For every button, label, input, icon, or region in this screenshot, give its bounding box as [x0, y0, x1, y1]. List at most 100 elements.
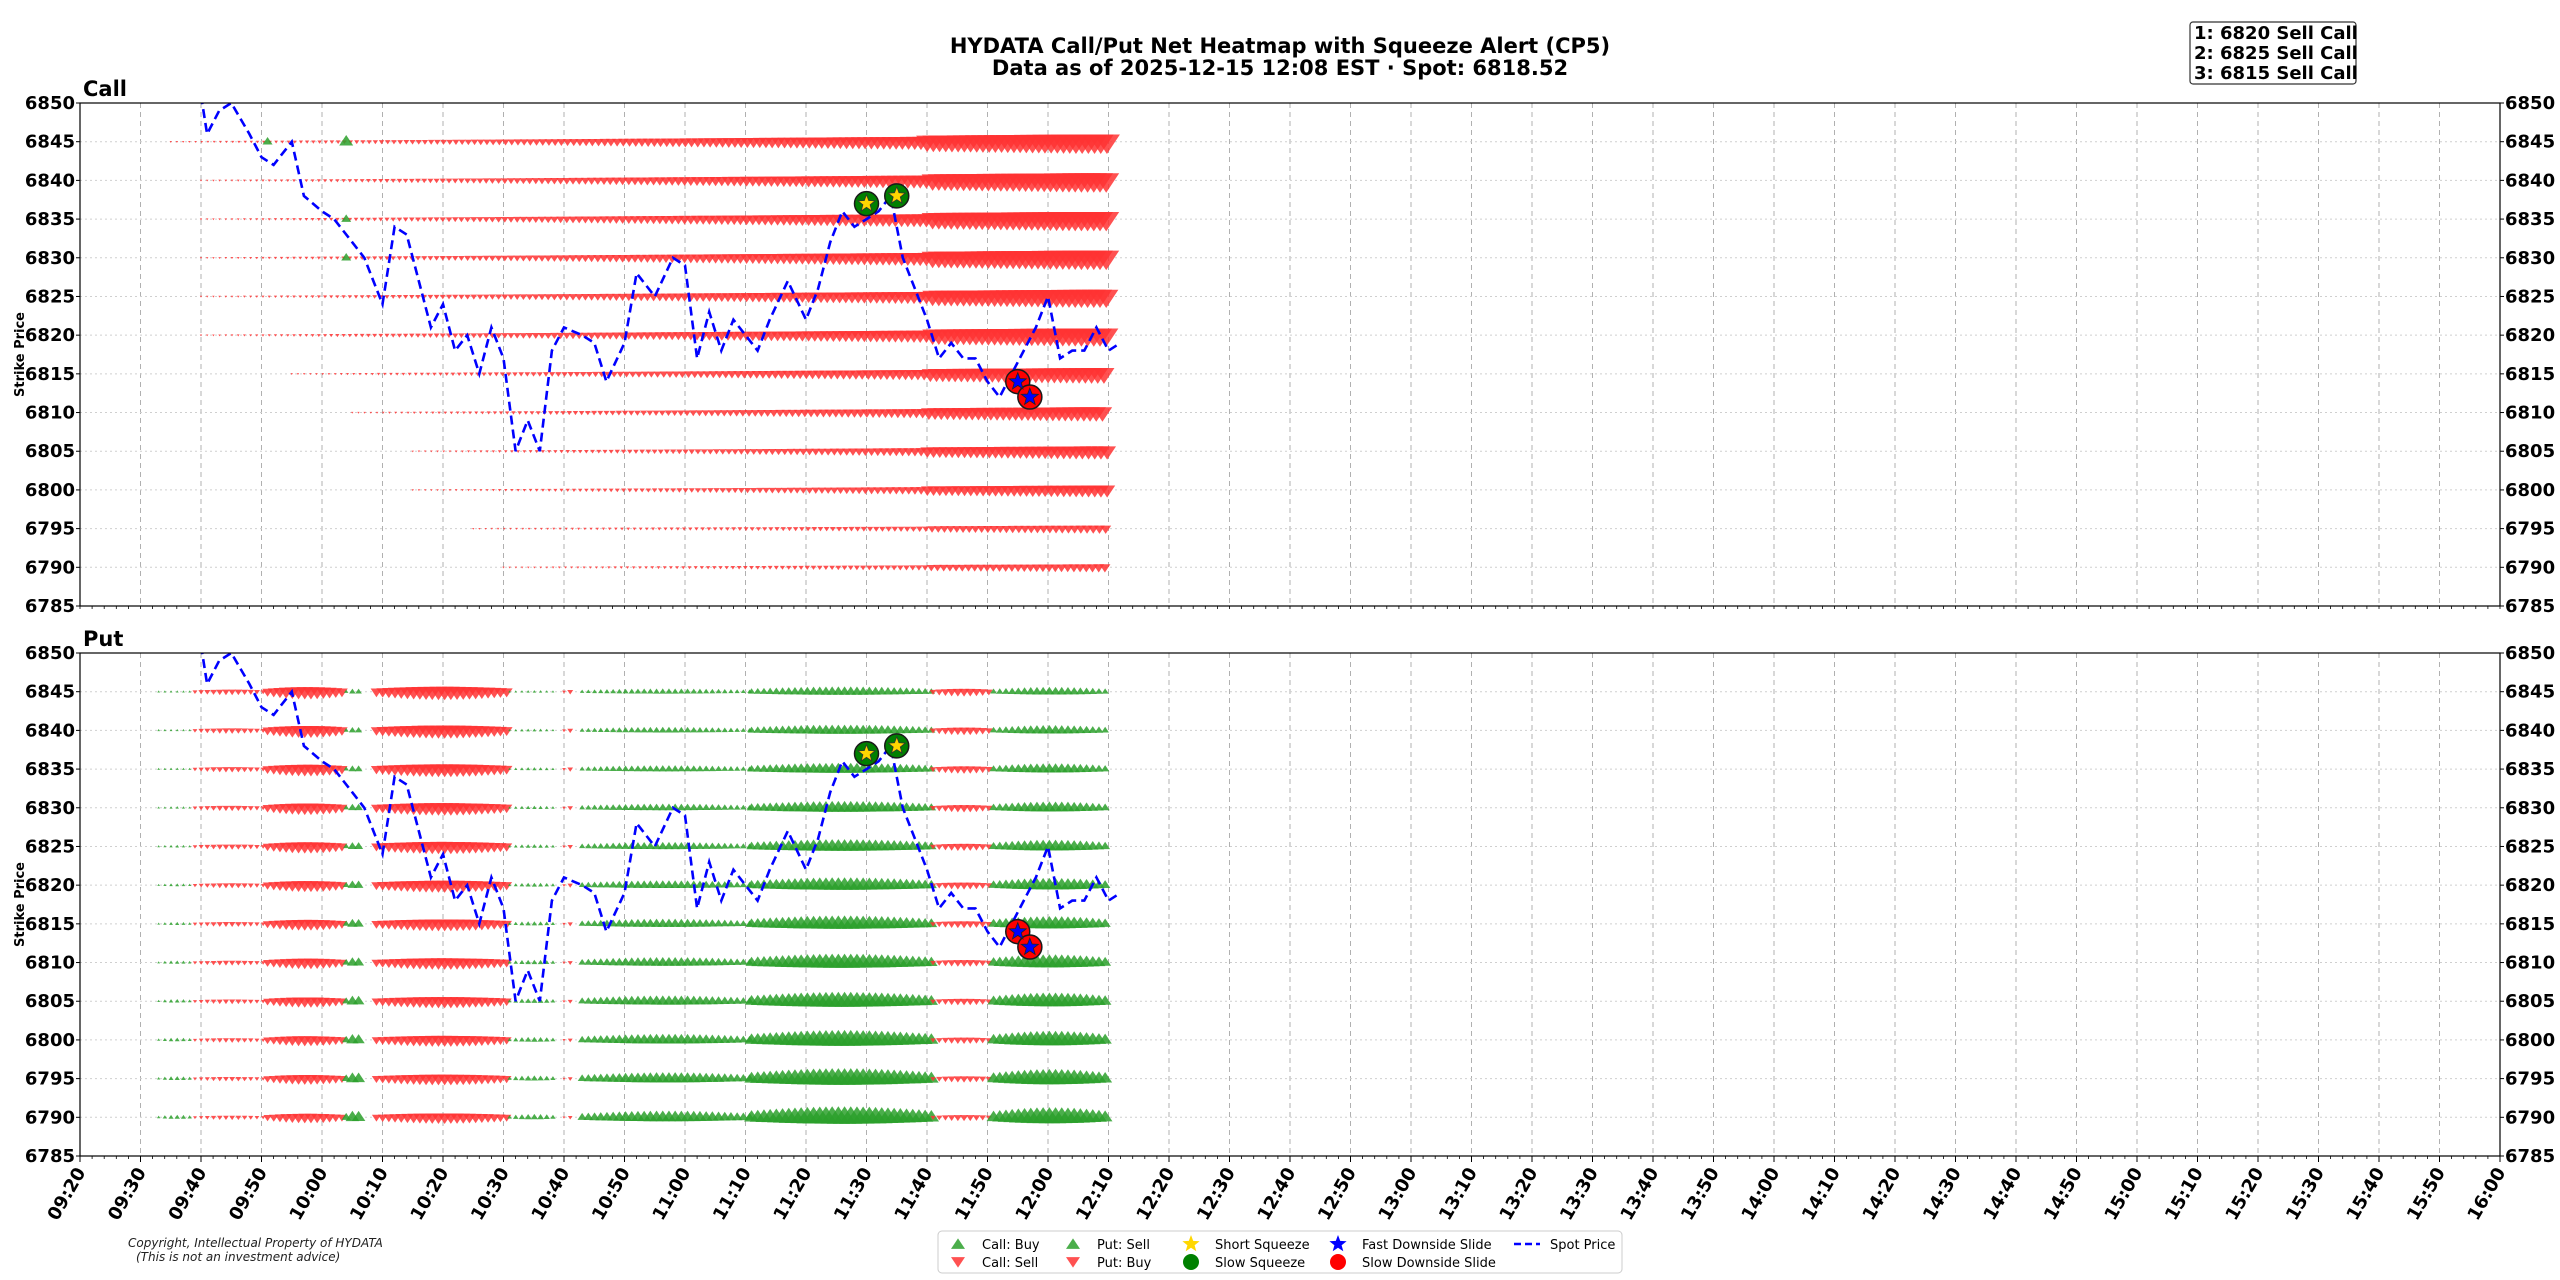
call-sell-marker — [212, 218, 215, 221]
call-sell-marker — [309, 373, 312, 376]
put-buy-marker — [210, 999, 217, 1004]
call-sell-marker — [273, 256, 278, 260]
call-sell-marker — [255, 256, 259, 260]
call-sell-marker — [242, 295, 246, 298]
put-sell-marker — [726, 881, 735, 888]
put-sell-marker — [354, 765, 363, 772]
put-buy-marker — [228, 883, 236, 889]
call-sell-marker — [614, 449, 620, 454]
call-sell-marker — [639, 488, 645, 493]
put-sell-marker — [550, 883, 555, 887]
y-tick-label-right: 6830 — [2505, 798, 2555, 819]
x-tick-label: 15:40 — [2342, 1164, 2389, 1224]
call-sell-marker — [494, 178, 503, 184]
put-buy-marker — [216, 767, 224, 773]
call-sell-marker — [454, 450, 458, 453]
put-sell-marker — [579, 766, 585, 771]
call-sell-marker — [408, 178, 415, 184]
put-buy-marker — [336, 688, 348, 698]
put-sell-marker — [747, 764, 756, 772]
call-sell-marker — [574, 294, 584, 301]
put-sell-marker — [163, 690, 167, 693]
put-sell-marker — [162, 1038, 167, 1042]
put-buy-marker — [985, 767, 993, 773]
put-buy-marker — [198, 690, 204, 695]
call-sell-marker — [236, 218, 240, 221]
call-sell-marker — [755, 565, 761, 570]
call-sell-marker — [737, 449, 746, 455]
call-sell-marker — [224, 218, 228, 221]
put-buy-marker — [198, 767, 204, 772]
call-sell-marker — [811, 527, 818, 532]
panel-title: Put — [83, 627, 123, 651]
put-sell-marker — [664, 803, 674, 811]
call-sell-marker — [769, 409, 779, 417]
put-buy-marker — [935, 883, 943, 889]
put-sell-marker — [181, 883, 186, 887]
call-sell-marker — [577, 488, 583, 492]
call-sell-marker — [713, 449, 721, 455]
put-sell-marker — [551, 767, 555, 770]
put-sell-marker — [169, 729, 173, 732]
put-sell-marker — [615, 765, 623, 772]
put-sell-marker — [734, 766, 741, 771]
call-sell-marker — [519, 178, 528, 185]
put-sell-marker — [677, 765, 686, 772]
call-sell-marker — [599, 255, 609, 263]
put-sell-marker — [550, 1076, 556, 1081]
put-sell-marker — [740, 804, 747, 810]
put-sell-marker — [538, 805, 543, 809]
call-sell-marker — [562, 255, 572, 262]
call-sell-marker — [493, 372, 499, 377]
put-buy-marker — [247, 728, 254, 734]
put-buy-marker — [235, 960, 242, 966]
put-buy-marker — [261, 1116, 266, 1120]
call-sell-marker — [1001, 525, 1012, 534]
call-sell-marker — [507, 216, 515, 223]
call-sell-marker — [360, 140, 366, 145]
call-sell-marker — [249, 256, 253, 260]
call-sell-marker — [633, 488, 639, 493]
call-sell-marker — [396, 333, 402, 338]
call-sell-marker — [633, 449, 639, 454]
call-sell-marker — [565, 450, 570, 454]
put-buy-marker — [229, 1076, 236, 1082]
call-sell-marker — [476, 333, 484, 339]
legend-label: Call: Buy — [982, 1238, 1040, 1253]
call-sell-marker — [525, 294, 534, 301]
call-sell-marker — [761, 565, 767, 570]
call-sell-marker — [651, 449, 658, 455]
put-sell-marker — [596, 881, 605, 888]
put-sell-marker — [585, 689, 591, 693]
call-sell-marker — [470, 294, 478, 300]
call-sell-marker — [310, 334, 315, 337]
put-buy-marker — [216, 883, 223, 889]
call-sell-marker — [423, 489, 427, 492]
call-sell-marker — [537, 255, 547, 262]
call-sell-marker — [713, 488, 720, 494]
put-sell-marker — [914, 726, 924, 733]
put-sell-marker — [709, 688, 716, 694]
y-tick-label-left: 6830 — [25, 248, 75, 269]
put-sell-marker — [343, 689, 349, 693]
call-sell-marker — [682, 449, 689, 455]
call-sell-marker — [921, 565, 929, 571]
call-sell-marker — [582, 566, 586, 569]
call-sell-marker — [298, 218, 303, 221]
call-sell-marker — [1019, 564, 1030, 572]
y-tick-label-left: 6850 — [25, 93, 75, 114]
put-sell-marker — [746, 803, 757, 811]
put-buy-marker — [198, 961, 204, 965]
put-sell-marker — [1002, 687, 1010, 694]
put-buy-marker — [936, 1076, 943, 1082]
call-sell-marker — [530, 372, 537, 377]
call-sell-marker — [445, 217, 453, 223]
call-sell-marker — [298, 140, 304, 144]
fast-downside-slide-marker — [1020, 936, 1040, 956]
put-buy-marker — [222, 1038, 229, 1043]
put-sell-marker — [544, 844, 549, 848]
call-sell-marker — [519, 255, 528, 262]
call-sell-marker — [730, 566, 736, 570]
put-sell-marker — [627, 803, 636, 811]
call-sell-marker — [866, 487, 877, 495]
